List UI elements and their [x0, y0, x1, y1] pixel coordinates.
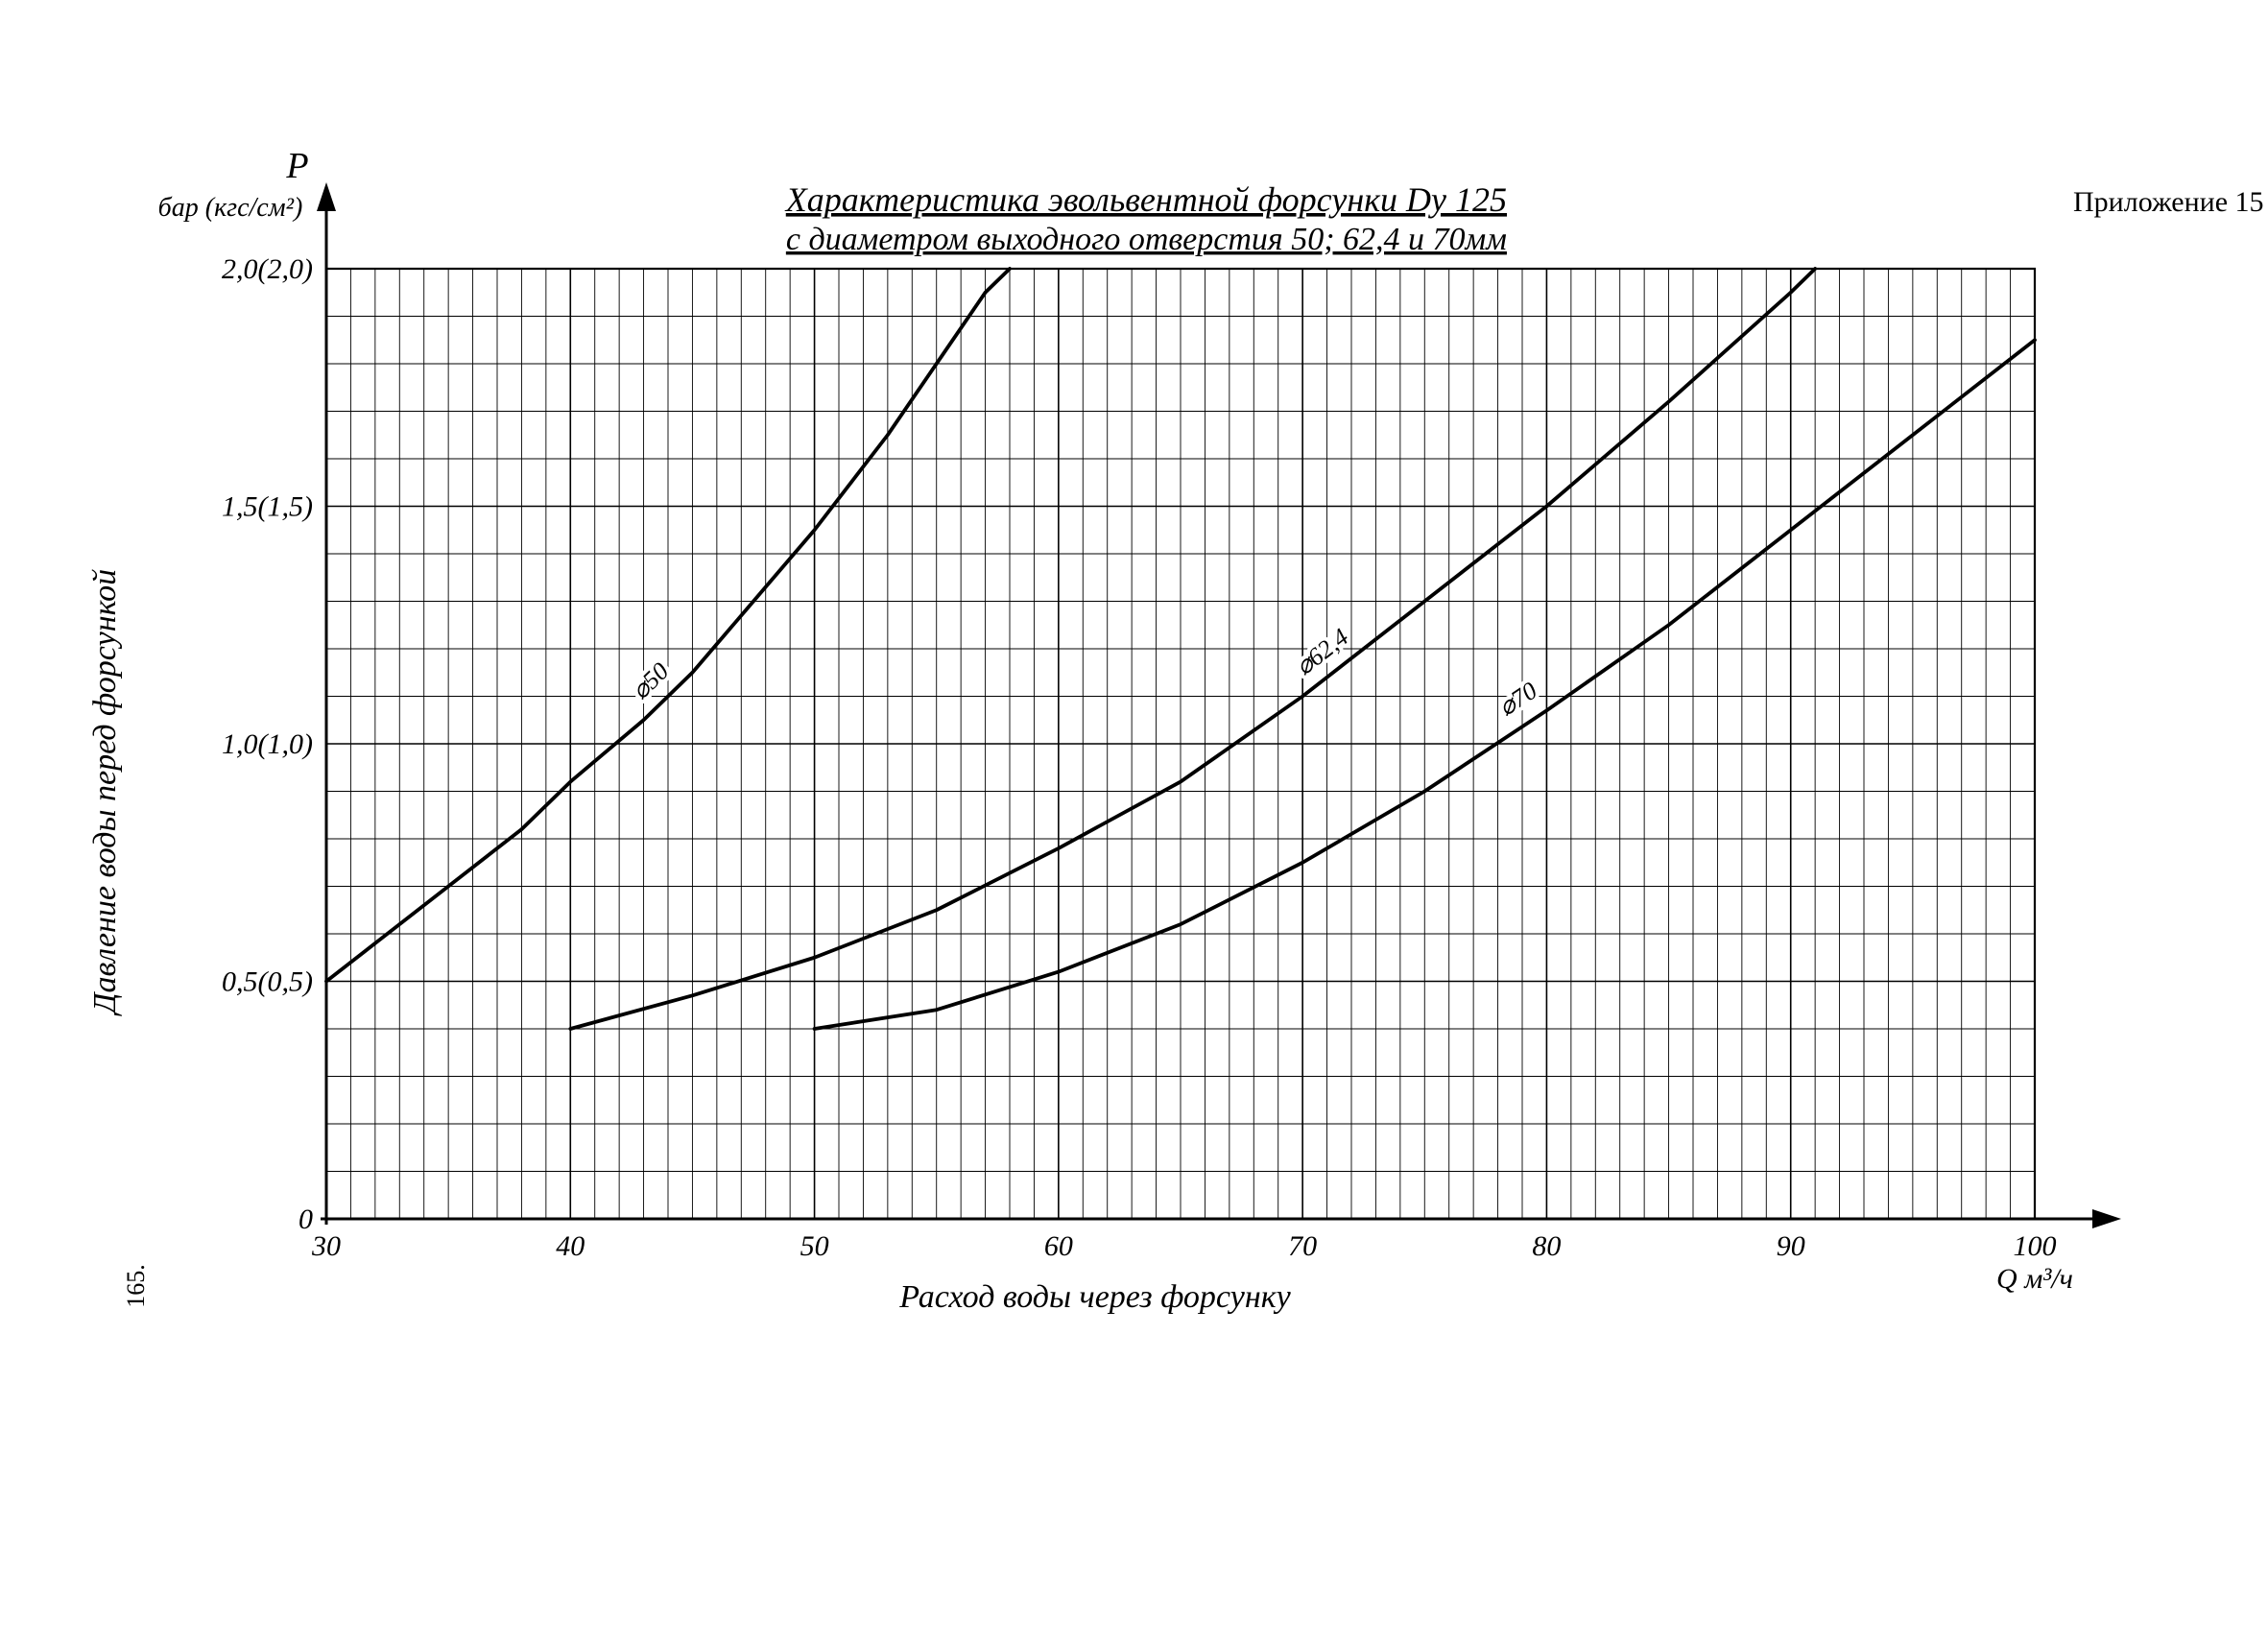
- y-tick-label: 0,5(0,5): [222, 966, 313, 998]
- x-tick-label: 70: [1288, 1230, 1317, 1262]
- y-tick-label: 2,0(2,0): [222, 253, 313, 285]
- y-axis-label: Давление воды перед форсункой: [87, 569, 123, 1016]
- y-unit: бар (кгс/см²): [158, 193, 303, 223]
- x-tick-label: 80: [1532, 1230, 1561, 1262]
- chart-title-line1: Характеристика эвольвентной форсунки Dу …: [784, 180, 1507, 219]
- x-tick-label: 30: [311, 1230, 341, 1262]
- nozzle-chart: 0 0,5(0,5) 1,0(1,0) 1,5(1,5) 2,0(2,0) 30 40 50 6…: [0, 0, 2268, 1644]
- x-tick-label: 60: [1044, 1230, 1073, 1262]
- x-axis-label: Расход воды через форсунку: [898, 1279, 1291, 1315]
- x-tick-label: 100: [2014, 1230, 2057, 1262]
- x-tick-label: 50: [800, 1230, 829, 1262]
- page-number: 165.: [122, 1264, 150, 1308]
- page: 0 0,5(0,5) 1,0(1,0) 1,5(1,5) 2,0(2,0) 30 40 50 6…: [0, 0, 2268, 1644]
- x-unit: Q м³/ч: [1996, 1263, 2073, 1295]
- y-tick-label: 1,5(1,5): [222, 491, 313, 523]
- y-symbol: P: [285, 146, 308, 186]
- x-tick-label: 40: [556, 1230, 585, 1262]
- x-tick-label: 90: [1777, 1230, 1805, 1262]
- y-tick-label: 1,0(1,0): [222, 728, 313, 760]
- chart-title-line2: с диаметром выходного отверстия 50; 62,4…: [786, 222, 1507, 257]
- appendix-label: Приложение 15: [2073, 186, 2264, 218]
- y-tick-label: 0: [298, 1203, 313, 1235]
